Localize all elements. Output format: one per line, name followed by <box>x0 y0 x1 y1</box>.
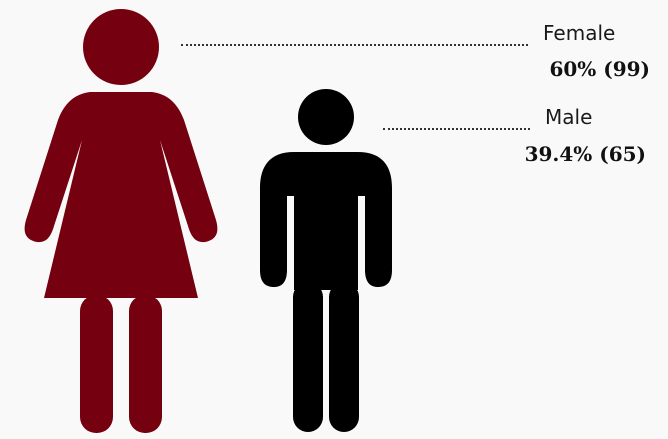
female-right-leg <box>129 295 162 433</box>
male-leader-line <box>383 128 530 130</box>
female-left-leg <box>80 295 113 433</box>
male-figure-icon <box>260 89 392 432</box>
female-leader-line <box>181 44 528 46</box>
female-torso <box>24 92 218 298</box>
female-value: 60% (99) <box>549 57 650 81</box>
male-torso <box>260 152 392 290</box>
male-label: Male <box>545 105 593 129</box>
male-right-leg <box>329 282 359 432</box>
male-value: 39.4% (65) <box>524 142 646 166</box>
female-figure-icon <box>24 9 218 433</box>
female-head <box>83 9 159 85</box>
male-head <box>298 89 354 145</box>
male-left-leg <box>293 282 323 432</box>
female-label: Female <box>543 21 616 45</box>
